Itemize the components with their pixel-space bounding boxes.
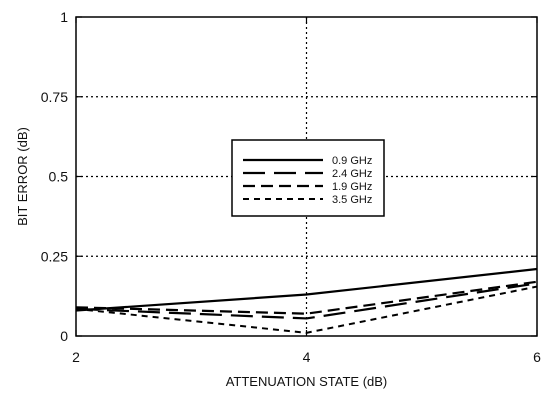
x-axis-label: ATTENUATION STATE (dB) [226,374,388,389]
legend-label: 0.9 GHz [332,155,372,167]
y-tick-label: 1 [60,9,68,25]
y-tick-label: 0 [60,328,68,344]
y-tick-label: 0.25 [41,248,68,264]
series-line [75,282,538,320]
x-tick-label: 2 [72,349,80,365]
legend-box [231,139,385,217]
y-tick-label: 0.75 [41,89,68,105]
series-line [75,280,538,315]
legend-label: 3.5 GHz [332,194,372,206]
legend-label: 2.4 GHz [332,168,372,180]
axis-ticks: 0 0.25 0.5 0.75 1 2 4 6 [41,9,541,365]
series-line [75,267,538,312]
y-axis-label: BIT ERROR (dB) [15,127,30,226]
x-tick-label: 4 [303,349,311,365]
legend-label: 1.9 GHz [332,181,372,193]
y-tick-label: 0.5 [49,169,69,185]
x-tick-label: 6 [533,349,541,365]
